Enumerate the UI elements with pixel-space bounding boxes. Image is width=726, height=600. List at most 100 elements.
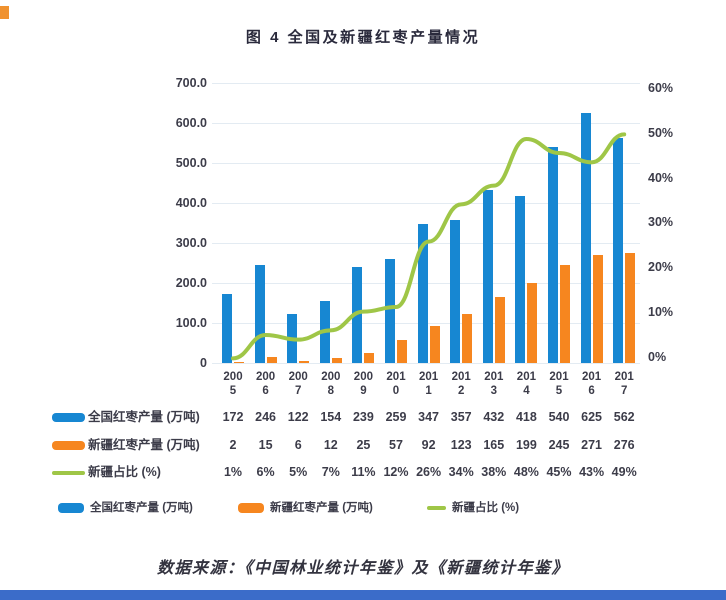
bottom-accent-bar (0, 590, 726, 600)
x-axis-label: 201 7 (607, 370, 641, 398)
value-cell: 38% (481, 465, 507, 479)
left-axis-tick: 100.0 (175, 316, 207, 330)
x-axis-label: 200 8 (314, 370, 348, 398)
x-axis-label: 201 6 (575, 370, 609, 398)
xinjiang-bar (234, 362, 244, 363)
left-accent-mark (0, 6, 9, 19)
value-cell: 199 (515, 438, 537, 452)
value-cell: 11% (351, 465, 376, 479)
value-cell: 432 (483, 410, 505, 424)
x-axis-label: 200 5 (216, 370, 250, 398)
value-cell: 239 (352, 410, 374, 424)
value-cell: 172 (222, 410, 244, 424)
national-swatch (52, 413, 85, 422)
value-cell: 26% (416, 465, 442, 479)
xinjiang-swatch (52, 441, 85, 450)
gridline (212, 163, 640, 164)
x-axis-label-line2: 6 (588, 385, 595, 397)
legend-label: 新疆红枣产量 (万吨) (270, 502, 373, 514)
x-axis-label-line1: 201 (419, 371, 439, 383)
x-axis-label-line1: 201 (614, 371, 634, 383)
right-axis-tick: 60% (648, 81, 674, 95)
xinjiang-bar (364, 353, 375, 363)
xinjiang-bar (429, 326, 440, 363)
series-label: 新疆红枣产量 (万吨) (88, 438, 200, 452)
x-axis-label: 201 4 (509, 370, 543, 398)
x-axis-label-line2: 3 (490, 385, 497, 397)
x-axis-label-line2: 7 (620, 385, 628, 397)
national-bar (450, 220, 461, 363)
value-cell: 562 (613, 410, 635, 424)
legend-label: 新疆占比 (%) (452, 502, 520, 514)
value-cell: 2 (229, 438, 237, 452)
value-cell: 625 (581, 410, 603, 424)
left-axis-tick: 400.0 (175, 196, 207, 210)
national-bar (385, 259, 395, 363)
value-cell: 357 (450, 410, 472, 424)
x-axis-label-line1: 200 (256, 371, 276, 383)
right-axis-tick: 10% (648, 305, 674, 320)
xinjiang-bar (494, 297, 505, 363)
value-cell: 122 (287, 410, 309, 424)
national-bar (580, 113, 591, 363)
x-axis-label-line2: 6 (262, 385, 269, 397)
value-cell: 7% (321, 465, 340, 479)
national-bar (548, 147, 558, 363)
x-axis-label-line1: 201 (516, 371, 536, 383)
legend-label: 全国红枣产量 (万吨) (90, 502, 193, 514)
value-cell: 259 (385, 410, 407, 424)
value-cell: 123 (450, 438, 472, 452)
value-cell: 15 (258, 438, 273, 452)
value-cell: 271 (581, 438, 603, 452)
series-row-national: 全国红枣产量 (万吨) 172 246 122 154 239 259 347 357 432 41… (0, 409, 726, 426)
value-cell: 6% (256, 465, 275, 479)
x-axis-label-line2: 5 (229, 385, 237, 397)
value-cell: 418 (515, 410, 537, 424)
legend-item: 新疆占比 (%) (0, 500, 726, 517)
x-axis-label: 201 3 (477, 370, 511, 398)
value-cell: 25 (356, 438, 371, 452)
x-axis-label: 201 5 (542, 370, 576, 398)
legend-swatch (58, 503, 84, 513)
value-cell: 43% (579, 465, 605, 479)
national-bar (222, 294, 232, 363)
x-axis-label: 200 6 (249, 370, 283, 398)
value-cell: 34% (448, 465, 474, 479)
x-axis-label-line1: 200 (223, 371, 243, 383)
left-axis-tick: 700.0 (175, 76, 207, 90)
x-axis-label-line2: 4 (523, 385, 530, 397)
value-cell: 92 (421, 438, 436, 452)
xinjiang-bar (592, 254, 603, 363)
national-bar (613, 138, 624, 363)
right-axis-tick: 50% (648, 125, 674, 140)
value-cell: 1% (223, 465, 243, 479)
series-label: 全国红枣产量 (万吨) (88, 410, 200, 424)
national-bar (319, 301, 330, 363)
xinjiang-bar (397, 340, 407, 363)
gridline (212, 363, 640, 364)
x-axis-label-line2: 9 (360, 385, 367, 397)
value-cell: 276 (613, 438, 635, 452)
legend-swatch (427, 506, 446, 510)
x-axis-label-line1: 201 (484, 371, 504, 383)
value-cell: 57 (389, 438, 403, 452)
value-cell: 49% (611, 465, 637, 479)
series-row-xinjiang: 新疆红枣产量 (万吨) 2 15 6 12 25 57 92 123 165 199 245 271 27… (0, 437, 726, 454)
x-axis-label-line1: 201 (549, 371, 569, 383)
value-cell: 45% (546, 465, 572, 479)
national-bar (287, 314, 298, 363)
x-axis-label-line2: 8 (327, 385, 334, 397)
gridline (212, 123, 640, 124)
xinjiang-bar (266, 357, 277, 363)
x-axis-label: 200 7 (281, 370, 315, 398)
right-axis-tick: 30% (648, 215, 674, 230)
national-bar (482, 190, 493, 363)
gridline (212, 83, 640, 84)
national-bar (254, 264, 265, 363)
right-axis-tick: 20% (648, 260, 674, 275)
x-axis-label: 201 2 (444, 370, 478, 398)
x-axis-label: 201 1 (412, 370, 446, 398)
x-axis-label-line2: 5 (555, 385, 563, 397)
source-note: 数据来源：《中国林业统计年鉴》及《新疆统计年鉴》 (156, 558, 569, 577)
